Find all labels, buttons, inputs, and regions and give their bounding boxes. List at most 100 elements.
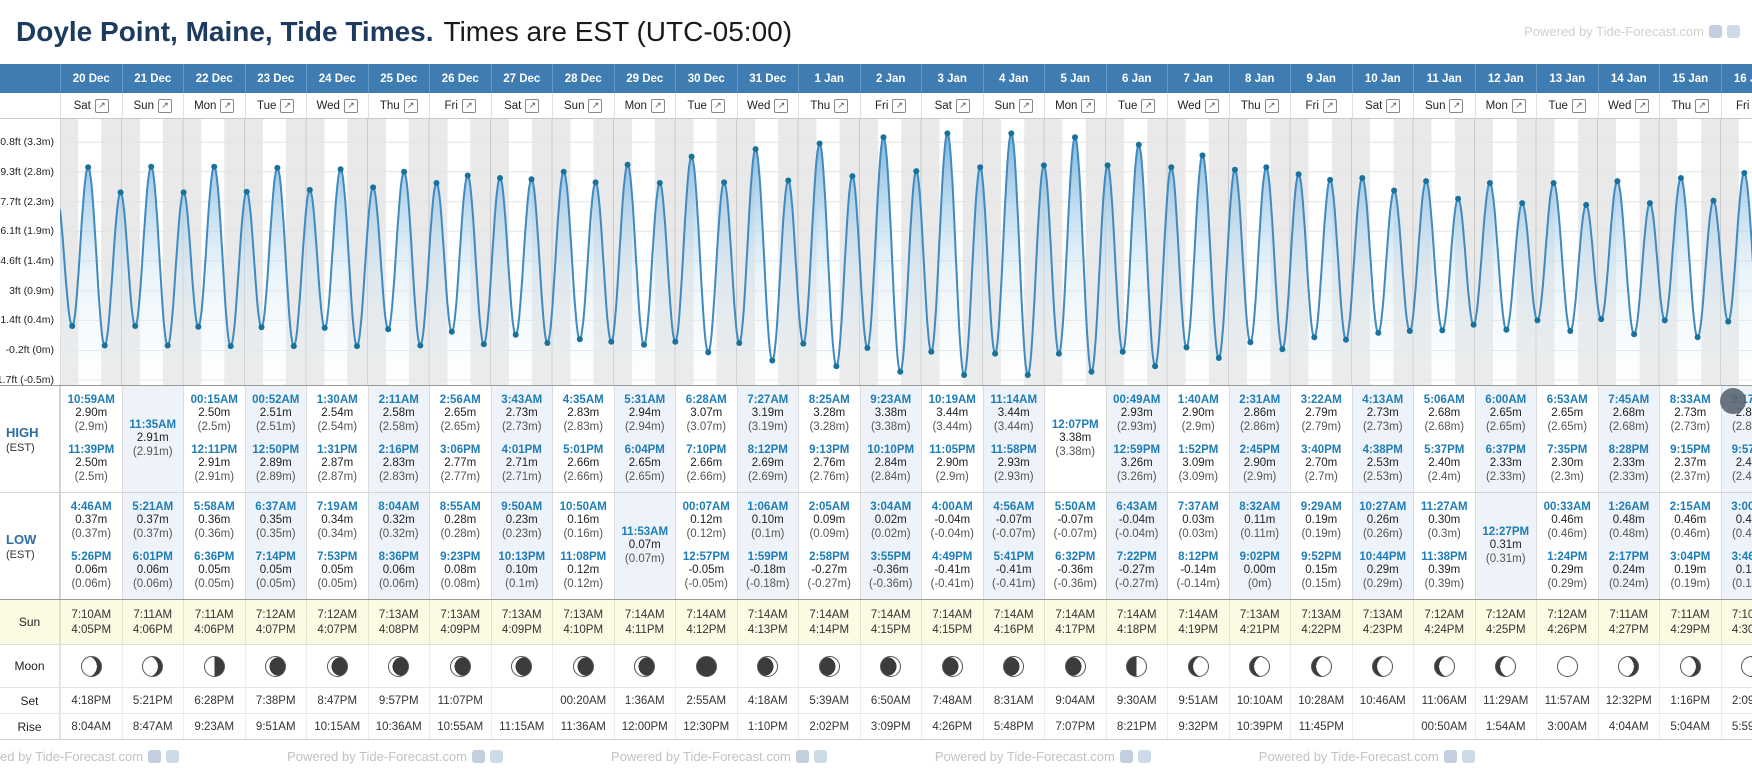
tide-entry: 2:31AM 2.86m (2.86m) <box>1239 394 1280 435</box>
weekday-cell: Wed ↗ <box>306 93 368 118</box>
date-header: 31 Dec <box>736 64 799 93</box>
weekday-label: Sun <box>133 99 154 112</box>
tide-entry: 5:37PM 2.40m (2.4m) <box>1424 444 1464 485</box>
sunrise-time: 7:12AM <box>255 608 296 621</box>
expand-day-icon[interactable]: ↗ <box>1081 98 1096 113</box>
tide-entry: 1:52PM 3.09m (3.09m) <box>1178 444 1218 485</box>
tide-entry: 9:29AM 0.19m (0.19m) <box>1301 501 1342 542</box>
waning-crescent-moon-icon <box>634 655 656 677</box>
tide-entry: 9:02PM 0.00m (0m) <box>1240 551 1280 592</box>
tide-height: 2.94m <box>628 407 661 420</box>
sun-times-cell: 7:13AM 4:10PM <box>552 600 614 644</box>
waning-gibbous-moon-icon <box>1679 655 1701 677</box>
expand-day-icon[interactable]: ↗ <box>94 98 109 113</box>
tide-time: 1:40AM <box>1177 393 1219 406</box>
sunrise-time: 7:12AM <box>1485 608 1526 621</box>
tide-height: 2.90m <box>1182 407 1215 420</box>
expand-day-icon[interactable]: ↗ <box>1018 98 1033 113</box>
tide-height-paren: (2.9m) <box>1243 470 1277 483</box>
expand-day-icon[interactable]: ↗ <box>1571 98 1586 113</box>
tide-time: 7:35PM <box>1547 443 1588 456</box>
tide-height-paren: (3.19m) <box>747 420 788 433</box>
sun-times-cell: 7:11AM 4:06PM <box>183 600 245 644</box>
weekday-label: Fri <box>1736 99 1750 112</box>
tide-height-paren: (-0.04m) <box>1115 527 1159 540</box>
expand-day-icon[interactable]: ↗ <box>1635 98 1650 113</box>
expand-day-icon[interactable]: ↗ <box>1386 98 1401 113</box>
date-header: 12 Jan <box>1474 64 1537 93</box>
tide-height-paren: (-0.36m) <box>1053 577 1097 590</box>
waxing-crescent-moon-icon <box>757 655 779 677</box>
expand-day-icon[interactable]: ↗ <box>1695 98 1710 113</box>
tide-time: 3:06PM <box>440 443 481 456</box>
expand-day-icon[interactable]: ↗ <box>343 98 358 113</box>
tide-height-paren: (2.91m) <box>132 445 173 458</box>
tide-height: 0.30m <box>1428 514 1461 527</box>
sun-times-cell: 7:14AM 4:15PM <box>921 600 983 644</box>
tide-time: 00:49AM <box>1113 393 1161 406</box>
weekday-cell: Wed ↗ <box>1597 93 1660 118</box>
expand-day-icon[interactable]: ↗ <box>280 98 295 113</box>
expand-day-icon[interactable]: ↗ <box>710 98 725 113</box>
expand-day-icon[interactable]: ↗ <box>157 98 172 113</box>
date-header: 6 Jan <box>1105 64 1168 93</box>
expand-day-icon[interactable]: ↗ <box>588 98 603 113</box>
footer-watermark: ed by Tide-Forecast.com <box>0 749 180 764</box>
tide-height: 0.11m <box>1244 514 1276 527</box>
tide-height: 2.65m <box>1489 407 1522 420</box>
tide-time: 2:31AM <box>1239 393 1281 406</box>
tide-time: 6:37PM <box>1485 443 1526 456</box>
expand-day-icon[interactable]: ↗ <box>1141 98 1156 113</box>
tide-entry: 3:04AM 0.02m (0.02m) <box>870 501 911 542</box>
moonset-time-cell: 11:06AM <box>1413 688 1475 713</box>
expand-day-icon[interactable]: ↗ <box>1264 98 1279 113</box>
expand-day-icon[interactable]: ↗ <box>220 98 235 113</box>
expand-day-icon[interactable]: ↗ <box>774 98 789 113</box>
weekday-cell: Tue ↗ <box>1536 93 1598 118</box>
tide-time: 5:41PM <box>993 550 1034 563</box>
page-title: Doyle Point, Maine, Tide Times. <box>16 16 434 47</box>
expand-day-icon[interactable]: ↗ <box>1204 98 1219 113</box>
moonset-time-cell: 8:47PM <box>306 688 368 713</box>
moon-phase-cell <box>798 645 860 687</box>
moonrise-time-cell: 9:32PM <box>1167 714 1229 739</box>
tide-entry: 8:12PM 2.69m (2.69m) <box>748 444 788 485</box>
moon-phase-cell <box>859 645 922 687</box>
tide-time: 9:02PM <box>1239 550 1280 563</box>
tide-height: 0.26m <box>1366 514 1399 527</box>
expand-day-icon[interactable]: ↗ <box>955 98 970 113</box>
weekday-label: Sat <box>1365 99 1383 112</box>
expand-day-icon[interactable]: ↗ <box>1322 98 1337 113</box>
tide-time: 5:26PM <box>71 550 112 563</box>
expand-day-icon[interactable]: ↗ <box>461 98 476 113</box>
sunrise-time: 7:14AM <box>1116 608 1157 621</box>
sun-times-cell: 7:14AM 4:16PM <box>982 600 1045 644</box>
moonrise-time-cell: 9:23AM <box>183 714 245 739</box>
expand-day-icon[interactable]: ↗ <box>892 98 907 113</box>
moonrise-time-cell: 12:00PM <box>613 714 676 739</box>
weekday-label: Tue <box>257 99 277 112</box>
expand-day-icon[interactable]: ↗ <box>1511 98 1526 113</box>
tide-height: 2.37m <box>1674 457 1707 470</box>
tide-height-paren: (0.35m) <box>255 527 296 540</box>
expand-day-icon[interactable]: ↗ <box>834 98 849 113</box>
moonrise-time-cell: 3:09PM <box>859 714 922 739</box>
expand-day-icon[interactable]: ↗ <box>525 98 540 113</box>
date-header: 13 Jan <box>1536 64 1598 93</box>
date-header: 14 Jan <box>1597 64 1660 93</box>
expand-day-icon[interactable]: ↗ <box>650 98 665 113</box>
tide-height: 0.28m <box>444 514 477 527</box>
tide-height-paren: (2.5m) <box>74 470 108 483</box>
waning-gibbous-moon-icon <box>1618 655 1640 677</box>
footer-watermark: Powered by Tide-Forecast.com <box>935 749 1151 764</box>
moonset-time-cell: 5:39AM <box>798 688 860 713</box>
expand-day-icon[interactable]: ↗ <box>1449 98 1464 113</box>
tide-height-paren: (0.3m) <box>1427 527 1461 540</box>
expand-day-icon[interactable]: ↗ <box>403 98 418 113</box>
sunrise-time: 7:11AM <box>1609 608 1649 621</box>
moonset-time-cell: 9:57PM <box>367 688 430 713</box>
sunset-time: 4:21PM <box>1239 623 1280 636</box>
tide-entry: 3:40PM 2.70m (2.7m) <box>1301 444 1341 485</box>
tide-time: 8:04AM <box>378 500 420 513</box>
weekday-row: Sat ↗ Sun ↗ Mon ↗ Tue ↗ Wed ↗ Thu ↗ Fri ↗ Sat ↗ Sun ↗ Mon ↗… <box>0 93 1752 119</box>
